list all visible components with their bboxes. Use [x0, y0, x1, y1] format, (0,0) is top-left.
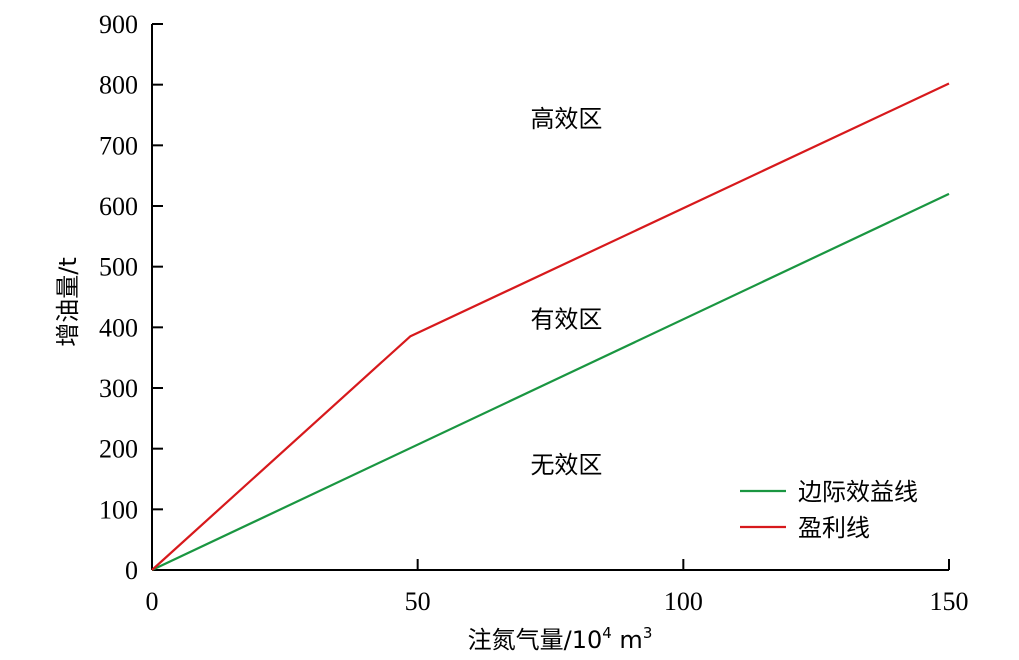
x-tick-label: 0 [146, 587, 159, 616]
x-axis-title-unit: m [612, 626, 643, 654]
y-tick-label: 500 [99, 253, 138, 282]
y-tick-label: 900 [99, 10, 138, 39]
series-layer [151, 82, 950, 571]
y-tick-label: 300 [99, 374, 138, 403]
y-tick-label: 700 [99, 131, 138, 160]
x-tick-label: 150 [930, 587, 969, 616]
y-tick-label: 0 [125, 556, 138, 585]
region-label: 无效区 [530, 451, 602, 479]
y-tick-label: 600 [99, 192, 138, 221]
x-axis-title-superscript-2: 3 [643, 624, 653, 642]
x-axis-ticks: 0 50 100 150 [146, 559, 969, 616]
region-label: 高效区 [530, 105, 602, 133]
legend-label: 边际效益线 [798, 478, 918, 506]
series-line-1 [151, 192, 950, 571]
y-tick-label: 400 [99, 313, 138, 342]
x-axis-title-superscript-1: 4 [602, 624, 612, 642]
series-line-2 [151, 82, 950, 571]
x-tick-label: 100 [664, 587, 703, 616]
legend-label: 盈利线 [798, 514, 870, 542]
y-tick-label: 200 [99, 435, 138, 464]
y-tick-label: 100 [99, 495, 138, 524]
x-axis-title-main: 注氮气量/10 [468, 626, 603, 654]
y-tick-label: 800 [99, 71, 138, 100]
y-axis-ticks: 0 100 200 300 400 500 600 700 800 900 [99, 10, 163, 585]
y-axis-title: 增油量/t [54, 257, 82, 347]
x-tick-label: 50 [405, 587, 431, 616]
x-axis-title: 注氮气量/104 m3 [468, 624, 653, 654]
region-label: 有效区 [530, 305, 602, 333]
